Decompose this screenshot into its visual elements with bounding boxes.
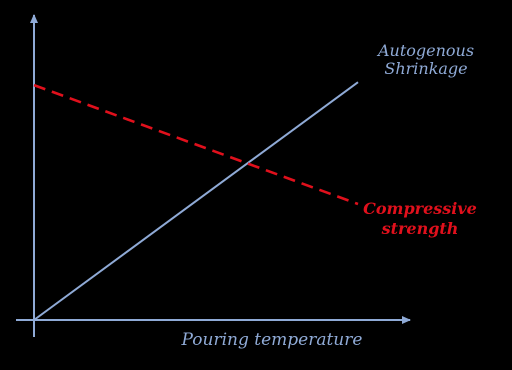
series-label-autogenous-shrinkage: Autogenous Shrinkage xyxy=(376,41,474,78)
series-label-line: strength xyxy=(381,219,459,238)
series-label-line: Autogenous xyxy=(376,41,474,60)
series-label-line: Compressive xyxy=(363,199,477,218)
series-label-line: Shrinkage xyxy=(384,59,467,78)
x-axis-label: Pouring temperature xyxy=(181,330,363,350)
